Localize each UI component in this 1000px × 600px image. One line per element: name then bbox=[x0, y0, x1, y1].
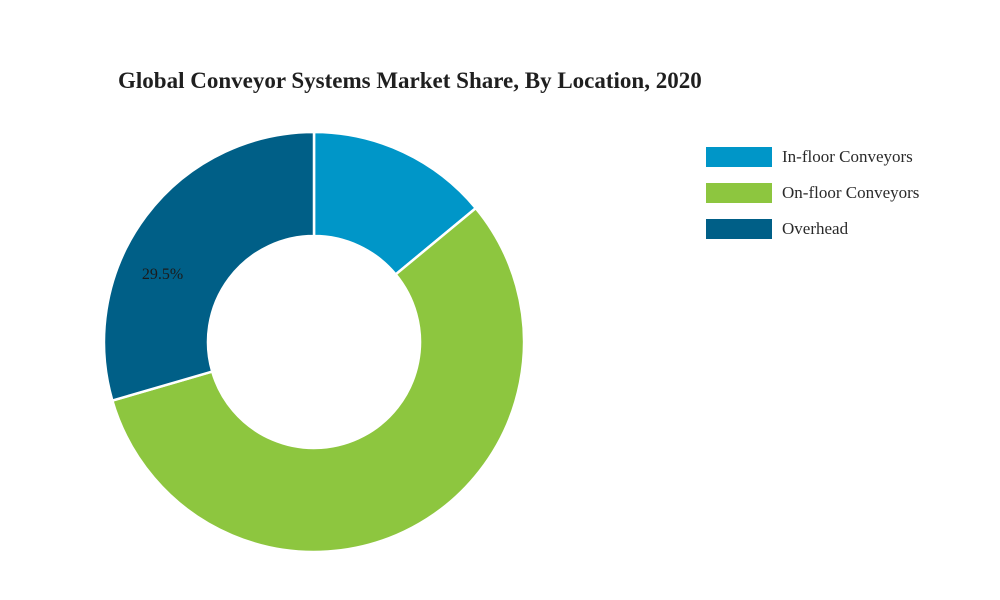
legend-item-in-floor[interactable]: In-floor Conveyors bbox=[706, 146, 919, 168]
legend-swatch-in-floor bbox=[706, 147, 772, 167]
donut-slice-on-floor[interactable] bbox=[110, 206, 526, 554]
data-label-overhead: 29.5% bbox=[142, 266, 183, 283]
legend-label-on-floor: On-floor Conveyors bbox=[782, 183, 920, 202]
legend-label-overhead: Overhead bbox=[782, 219, 849, 238]
legend-item-overhead[interactable]: Overhead bbox=[706, 218, 919, 240]
legend-item-on-floor[interactable]: On-floor Conveyors bbox=[706, 182, 919, 204]
donut-slice-in-floor[interactable] bbox=[312, 130, 478, 277]
donut-slice-overhead[interactable] bbox=[102, 130, 316, 403]
legend-swatch-on-floor bbox=[706, 183, 772, 203]
legend-swatch-overhead bbox=[706, 219, 772, 239]
chart-title: Global Conveyor Systems Market Share, By… bbox=[118, 68, 702, 93]
chart-legend: In-floor Conveyors On-floor Conveyors Ov… bbox=[706, 146, 919, 254]
legend-label-in-floor: In-floor Conveyors bbox=[782, 147, 913, 166]
